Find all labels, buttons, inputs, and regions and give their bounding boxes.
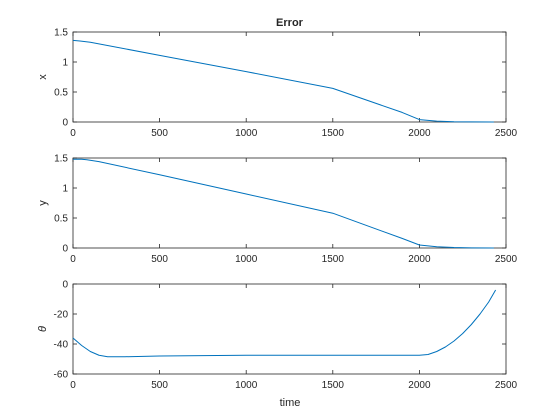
x-tick-label: 2500 [495, 380, 518, 391]
series-line [72, 289, 497, 358]
x-tick-label: 1500 [322, 380, 345, 391]
axes-box [72, 31, 507, 123]
y-axis-label: θ [37, 326, 49, 332]
x-tick-label: 0 [70, 128, 76, 139]
x-tick-label: 1500 [322, 128, 345, 139]
chart-title: Error [276, 17, 304, 29]
y-tick-label: 0 [62, 280, 68, 291]
y-tick-label: -60 [54, 370, 69, 381]
y-tick-label: 0 [62, 244, 68, 255]
x-tick-label: 2000 [408, 380, 431, 391]
x-tick-label: 2000 [408, 254, 431, 265]
series-line [73, 158, 494, 249]
subplot-2: 0 500 1000 1500 2000 2500 0 0.5 1 1.5 y [37, 154, 518, 266]
x-tick-label: 2500 [495, 128, 518, 139]
y-tick-label: 0.5 [54, 88, 68, 99]
y-tick-label: -20 [54, 310, 69, 321]
x-tick-label: 0 [70, 380, 76, 391]
x-tick-label: 1000 [235, 254, 258, 265]
x-tick-label: 500 [151, 128, 168, 139]
series-line [72, 39, 494, 123]
x-tick-label: 2000 [408, 128, 431, 139]
y-tick-label: 1 [62, 184, 68, 195]
x-axis-label: time [280, 397, 301, 409]
y-tick-label: 1.5 [54, 154, 68, 165]
x-tick-label: 1000 [235, 128, 258, 139]
x-tick-label: 1500 [322, 254, 345, 265]
y-tick-label: 0.5 [54, 214, 68, 225]
y-axis-label: x [37, 74, 49, 80]
x-tick-label: 0 [70, 254, 76, 265]
axes-box [72, 283, 507, 375]
x-tick-label: 1000 [235, 380, 258, 391]
x-tick-label: 500 [151, 380, 168, 391]
y-axis-label: y [37, 200, 49, 206]
subplot-3: 0 500 1000 1500 2000 2500 -60 -40 -20 0 θ [37, 280, 518, 392]
y-tick-label: 1.5 [54, 28, 68, 39]
subplot-1: 0 500 1000 1500 2000 2500 0 0.5 1 1.5 Error x [37, 17, 518, 139]
x-tick-label: 500 [151, 254, 168, 265]
y-tick-label: 0 [62, 118, 68, 129]
y-tick-label: 1 [62, 58, 68, 69]
x-tick-label: 2500 [495, 254, 518, 265]
axes-box [72, 157, 507, 249]
y-tick-label: -40 [54, 340, 69, 351]
